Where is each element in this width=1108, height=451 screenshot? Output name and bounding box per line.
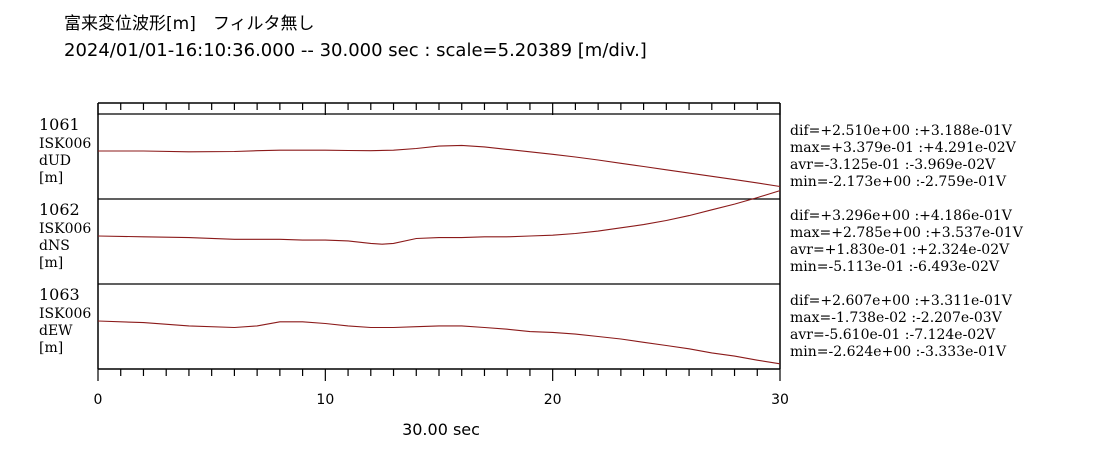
channel-id-label: 1061 — [39, 115, 80, 134]
station-label: ISK006 — [39, 136, 91, 152]
waveform-dUD — [98, 144, 781, 188]
stat-line: avr=-5.610e-01 :-7.124e-02V — [790, 327, 996, 343]
stat-line: min=-2.173e+00 :-2.759e-01V — [790, 174, 1007, 190]
unit-label: [m] — [39, 170, 63, 186]
stat-line: dif=+2.510e+00 :+3.188e-01V — [790, 123, 1013, 139]
component-label: dEW — [39, 323, 73, 339]
unit-label: [m] — [39, 340, 63, 356]
component-label: dUD — [39, 153, 71, 169]
x-tick-label: 20 — [544, 392, 562, 408]
waveform-dNS — [97, 190, 781, 245]
stat-line: dif=+3.296e+00 :+4.186e-01V — [790, 208, 1013, 224]
unit-label: [m] — [39, 255, 63, 271]
x-tick-label: 0 — [94, 392, 103, 408]
chart-subtitle: 2024/01/01-16:10:36.000 -- 30.000 sec : … — [64, 40, 647, 61]
stat-line: avr=+1.830e-01 :+2.324e-02V — [790, 242, 1010, 258]
stat-line: min=-5.113e-01 :-6.493e-02V — [790, 259, 1000, 275]
x-tick-label: 30 — [771, 392, 789, 408]
x-axis-label: 30.00 sec — [402, 420, 480, 439]
stat-line: max=+3.379e-01 :+4.291e-02V — [790, 140, 1017, 156]
channel-id-label: 1063 — [39, 285, 80, 304]
station-label: ISK006 — [39, 306, 91, 322]
stat-line: avr=-3.125e-01 :-3.969e-02V — [790, 157, 996, 173]
x-tick-label: 10 — [316, 392, 334, 408]
waveform-dEW — [97, 320, 781, 365]
stat-line: max=-1.738e-02 :-2.207e-03V — [790, 310, 1003, 326]
stat-line: dif=+2.607e+00 :+3.311e-01V — [790, 293, 1013, 309]
stat-line: max=+2.785e+00 :+3.537e-01V — [790, 225, 1024, 241]
stat-line: min=-2.624e+00 :-3.333e-01V — [790, 344, 1007, 360]
chart-title: 富来変位波形[m] フィルタ無し — [64, 14, 315, 34]
component-label: dNS — [39, 238, 70, 254]
station-label: ISK006 — [39, 221, 91, 237]
channel-id-label: 1062 — [39, 200, 80, 219]
